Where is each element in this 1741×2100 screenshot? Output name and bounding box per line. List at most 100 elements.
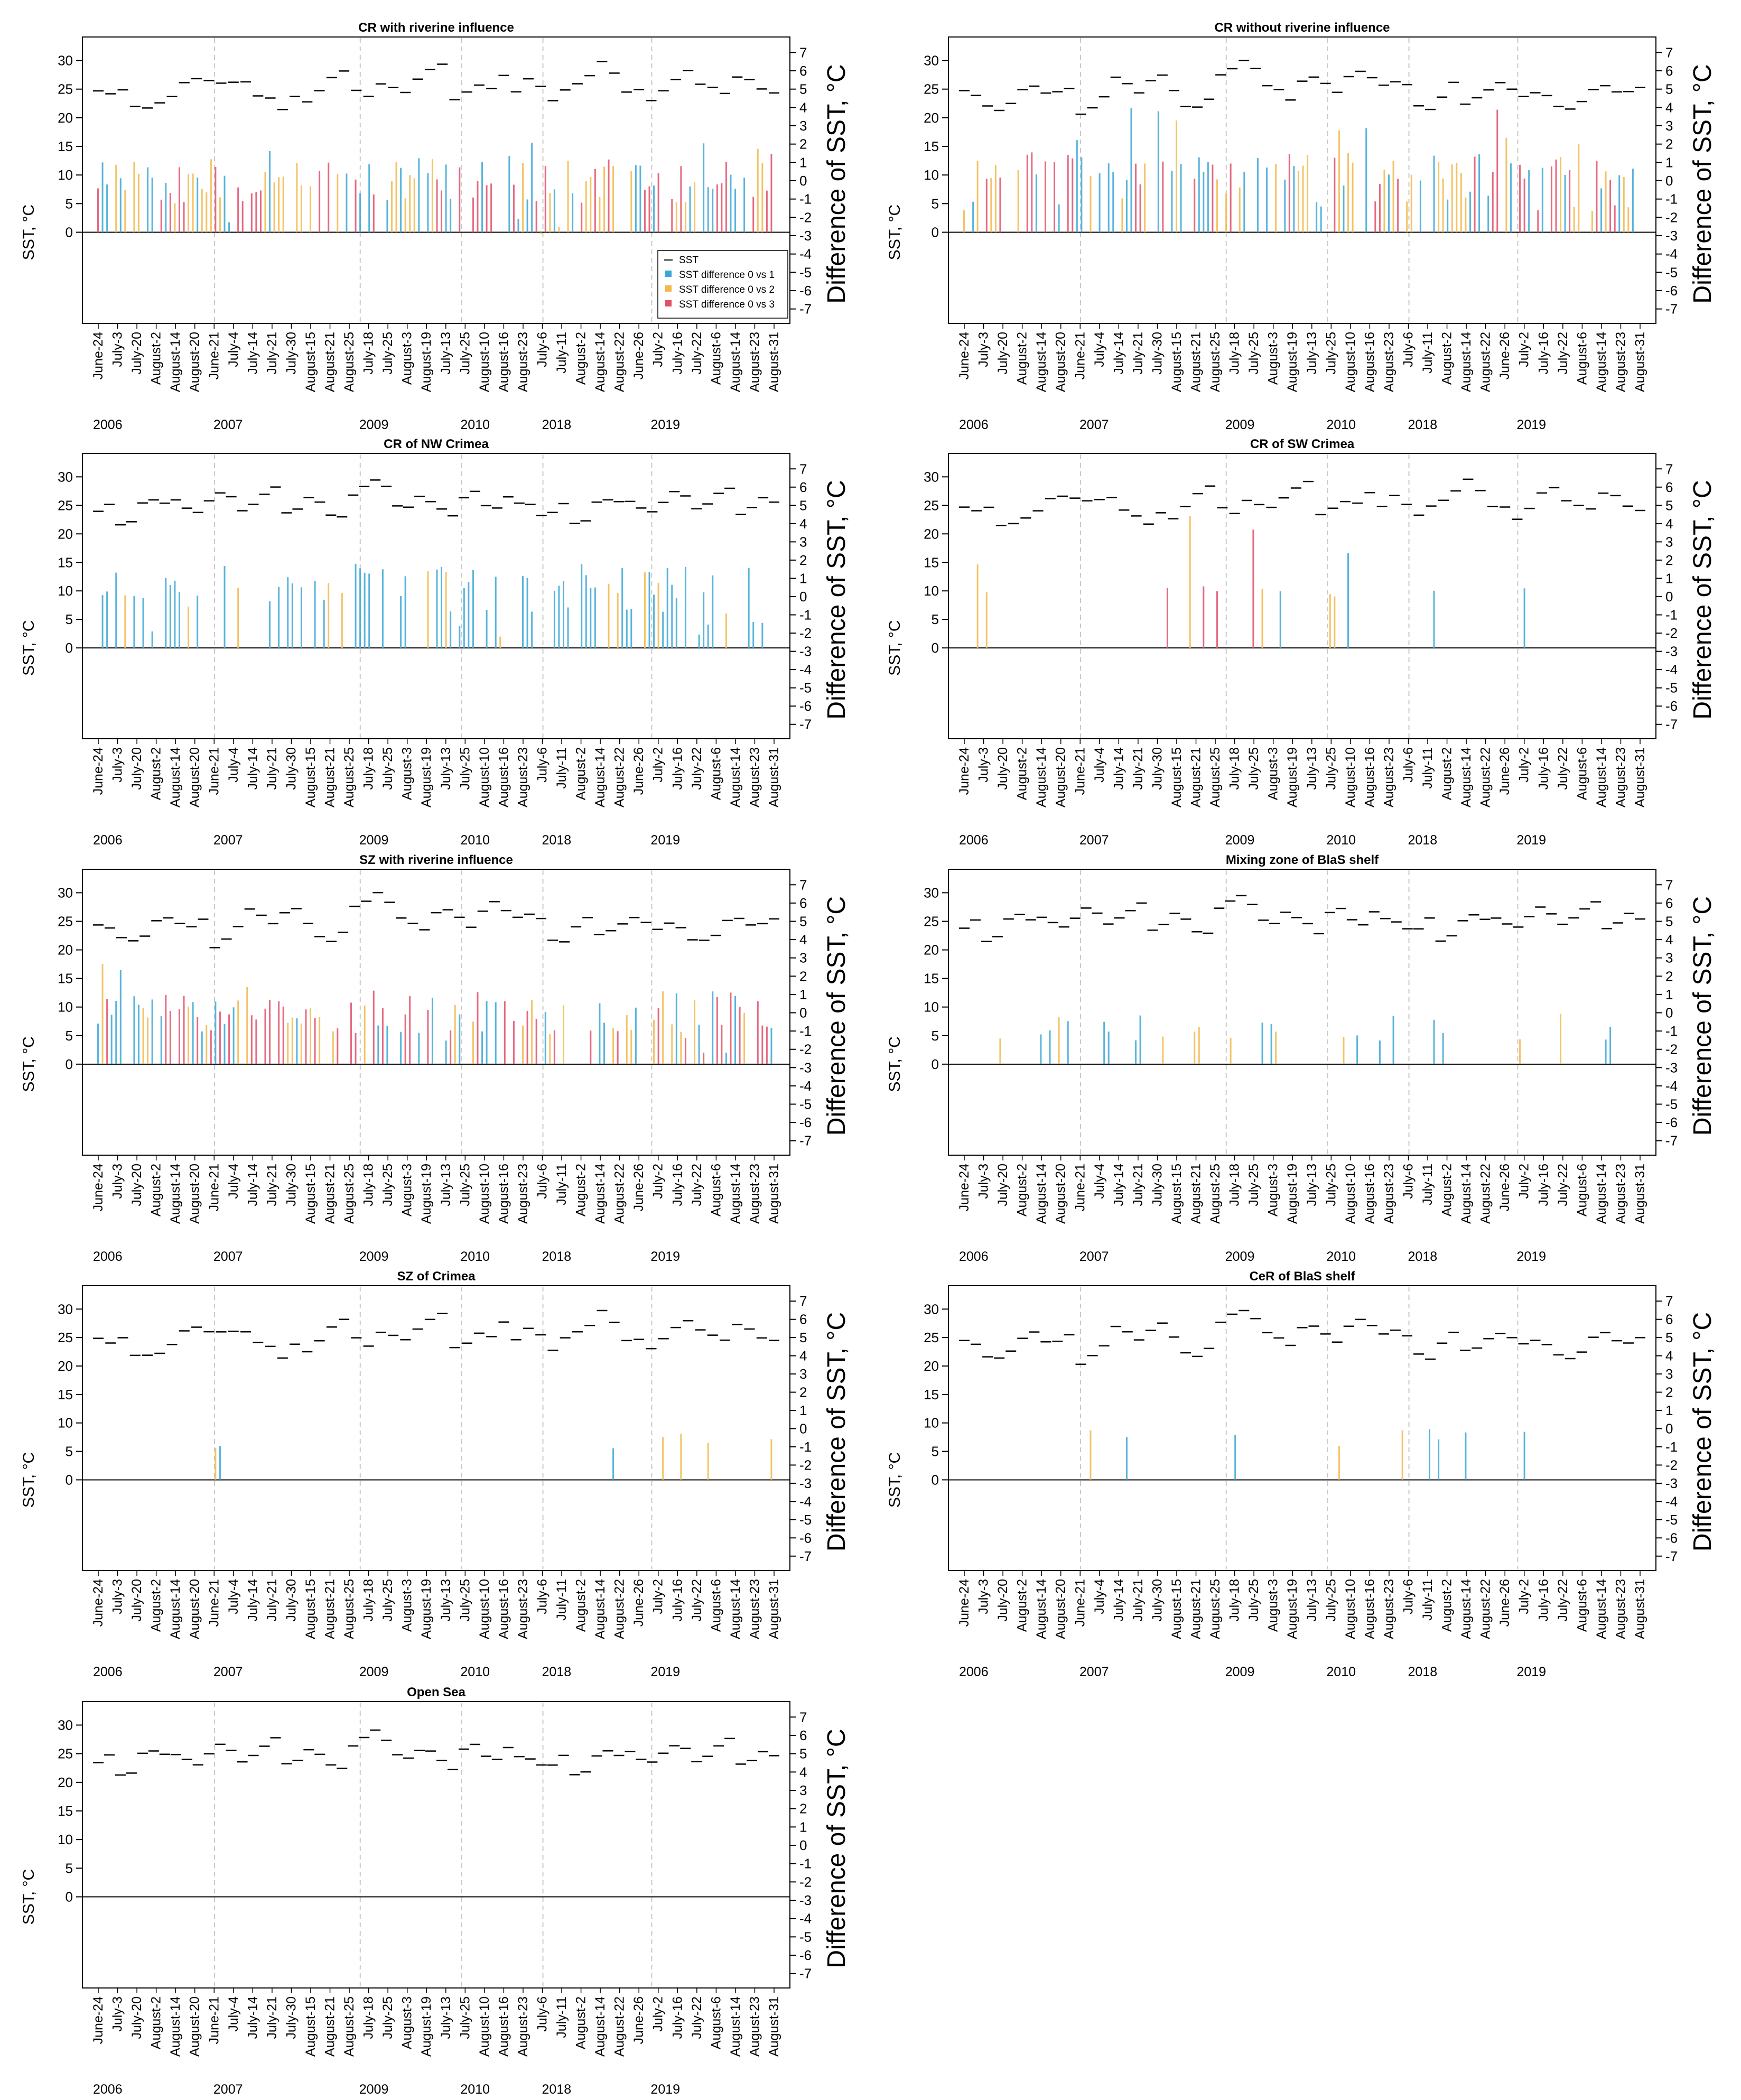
x-tick-label: July-25: [1246, 1164, 1261, 1206]
diff-bar: [1162, 161, 1164, 233]
diff-bar: [562, 1005, 564, 1064]
diff-bar: [1107, 163, 1110, 233]
diff-bar: [1203, 172, 1205, 233]
x-tick-label: August-15: [1169, 1579, 1184, 1639]
diff-bar: [558, 227, 560, 233]
year-label: 2010: [1326, 417, 1356, 432]
x-tick-label: July-25: [458, 747, 472, 790]
x-tick-label: August-14: [1594, 747, 1609, 807]
diff-bar: [224, 565, 226, 648]
diff-bar: [210, 1030, 212, 1064]
x-tick-label: July-4: [226, 1164, 241, 1199]
year-label: 2009: [359, 1665, 389, 1679]
x-tick-label: June-24: [91, 747, 106, 795]
x-tick-label: July-13: [1305, 1164, 1319, 1206]
x-tick-label: June-24: [91, 332, 106, 379]
diff-bar: [368, 164, 370, 233]
diff-bar: [590, 1030, 592, 1064]
y-right-tick-label: -3: [1665, 228, 1678, 244]
x-tick-label: August-22: [1478, 1164, 1493, 1224]
y-right-tick-label: -6: [799, 698, 812, 714]
diff-bar: [544, 166, 546, 233]
diff-bar: [1632, 169, 1634, 233]
diff-bar: [386, 1026, 388, 1064]
diff-bar: [1343, 185, 1345, 233]
x-tick-label: June-24: [957, 1164, 972, 1211]
y-left-label: SST, °C: [886, 1036, 904, 1092]
y-right-tick-label: -6: [799, 283, 812, 299]
diff-bar: [657, 1008, 659, 1064]
x-tick-label: August-21: [323, 747, 338, 807]
diff-bar: [617, 1031, 619, 1064]
year-label: 2010: [460, 2082, 490, 2097]
diff-bar: [761, 1025, 764, 1064]
x-tick-label: July-3: [110, 1996, 125, 2032]
y-left-tick-label: 15: [58, 1803, 73, 1819]
y-right-tick-label: -1: [799, 1856, 812, 1872]
x-tick-label: July-22: [1556, 332, 1570, 375]
x-tick-label: August-2: [574, 1579, 589, 1632]
diff-bar: [1275, 1032, 1277, 1064]
y-right-tick-label: 3: [799, 950, 807, 966]
diff-bar: [1410, 174, 1412, 233]
y-left-tick-label: 15: [58, 971, 73, 987]
diff-bar: [743, 1012, 746, 1064]
y-right-tick-label: -5: [1665, 1097, 1678, 1112]
y-left-tick-label: 30: [58, 469, 73, 485]
diff-bar: [1130, 108, 1132, 233]
diff-bar: [531, 143, 533, 233]
x-tick-label: July-6: [535, 1164, 550, 1199]
diff-bar: [585, 575, 587, 648]
diff-bar: [287, 577, 289, 648]
y-right-tick-label: -3: [799, 228, 812, 244]
x-tick-label: June-24: [91, 1996, 106, 2044]
x-tick-label: July-4: [226, 1579, 241, 1614]
diff-bar: [1157, 111, 1159, 233]
x-tick-label: August-14: [1459, 1579, 1474, 1639]
y-right-tick-label: -3: [1665, 644, 1678, 659]
y-right-tick-label: -4: [799, 1911, 812, 1927]
chart-title: CeR of BlaS shelf: [1249, 1269, 1355, 1284]
diff-bar: [499, 636, 501, 648]
diff-bar: [232, 1007, 235, 1064]
diff-bar: [110, 1015, 113, 1064]
diff-bar: [712, 575, 714, 648]
x-tick-label: August-23: [747, 332, 762, 392]
x-tick-label: August-23: [516, 1579, 530, 1639]
diff-bar: [1505, 137, 1507, 233]
y-right-tick-label: 4: [799, 932, 807, 947]
y-right-tick-label: 1: [1665, 987, 1673, 1002]
diff-bar: [486, 1001, 488, 1064]
y-right-tick-label: -2: [799, 1457, 812, 1473]
y-left-tick-label: 10: [58, 167, 73, 183]
diff-bar: [1203, 586, 1205, 648]
diff-bar: [147, 1017, 149, 1064]
y-right-tick-label: 1: [1665, 1402, 1673, 1418]
x-tick-label: July-22: [690, 332, 704, 375]
year-label: 2019: [1516, 833, 1546, 848]
year-label: 2007: [1079, 833, 1109, 848]
y-left-tick-label: 10: [924, 583, 939, 599]
x-tick-label: August-10: [1343, 1579, 1358, 1639]
y-right-tick-label: -2: [1665, 1457, 1678, 1473]
diff-bar: [1225, 193, 1227, 233]
diff-bar: [648, 186, 650, 233]
y-right-tick-label: 1: [1665, 570, 1673, 586]
y-right-tick-label: -4: [1665, 1078, 1678, 1094]
x-tick-label: August-2: [1015, 747, 1030, 800]
diff-bar: [486, 185, 488, 233]
x-tick-label: August-20: [1054, 1579, 1068, 1639]
x-tick-label: August-10: [477, 1579, 492, 1639]
diff-bar: [757, 1001, 759, 1064]
x-tick-label: August-31: [767, 1579, 781, 1639]
x-tick-label: August-10: [1343, 747, 1358, 807]
diff-bar: [490, 183, 492, 233]
chart-panel: SZ with riverine influence05101520253076…: [20, 853, 851, 1264]
x-tick-label: August-23: [1382, 1164, 1396, 1224]
year-label: 2009: [359, 1249, 389, 1264]
diff-bar: [770, 154, 772, 233]
y-left-tick-label: 15: [58, 138, 73, 154]
x-tick-label: June-26: [1497, 747, 1512, 795]
x-tick-label: August-22: [612, 747, 627, 807]
diff-bar: [648, 572, 650, 648]
